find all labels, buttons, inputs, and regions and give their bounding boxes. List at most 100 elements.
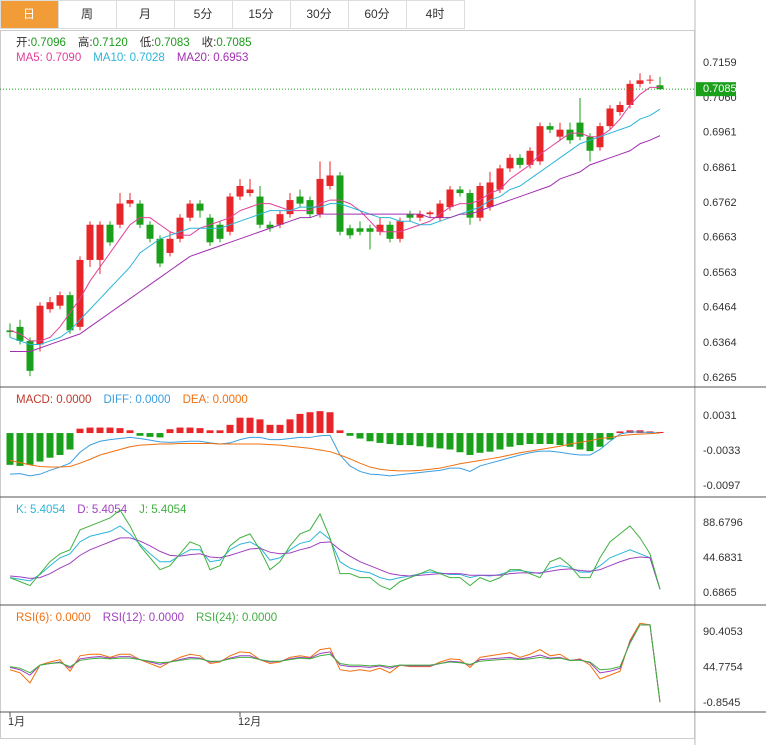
macd-bar xyxy=(436,433,444,449)
macd-bar xyxy=(216,430,224,434)
macd-bar xyxy=(206,430,214,434)
tab[interactable] xyxy=(348,0,407,29)
candle-body xyxy=(256,196,264,225)
macd-bar xyxy=(196,428,204,434)
macd-bar xyxy=(76,428,84,434)
macd-bar xyxy=(16,433,24,466)
candle-body xyxy=(266,224,274,229)
legend-text: MA10: 0.7028 xyxy=(93,52,165,64)
legend-text: 0.7083 xyxy=(154,37,189,49)
candle-body xyxy=(126,200,134,204)
macd-bar xyxy=(556,433,564,446)
candle-body xyxy=(136,203,144,225)
y-tick-label: 0.6663 xyxy=(703,232,737,244)
legend-text: 高: xyxy=(78,35,93,49)
tab[interactable] xyxy=(174,0,233,29)
macd-bar xyxy=(606,433,614,440)
candle-body xyxy=(76,259,84,327)
macd-bar xyxy=(616,431,624,434)
candle-body xyxy=(586,136,594,151)
indicator-line xyxy=(9,624,661,703)
candle-body xyxy=(516,157,524,165)
legend-text: 收: xyxy=(202,35,217,49)
candle-body xyxy=(406,214,414,218)
macd-bar xyxy=(416,433,424,447)
candle-body xyxy=(456,189,464,194)
legend-text: RSI(12): 0.0000 xyxy=(103,612,184,624)
macd-bar xyxy=(286,419,294,434)
candle-body xyxy=(46,302,54,310)
tab[interactable] xyxy=(0,0,59,29)
tab-label[interactable]: 4时 xyxy=(426,7,445,21)
candle-body xyxy=(246,189,254,194)
candle-body xyxy=(506,157,514,169)
macd-bar xyxy=(586,433,594,452)
macd-bar xyxy=(526,433,534,445)
tab-label[interactable]: 60分 xyxy=(364,7,389,21)
macd-bar xyxy=(356,433,364,439)
candle-body xyxy=(156,238,164,264)
legend-text: DEA: 0.0000 xyxy=(183,394,248,406)
macd-bar xyxy=(46,433,54,458)
candle-body xyxy=(296,196,304,204)
candle-body xyxy=(176,217,184,239)
macd-bar xyxy=(576,433,584,450)
candle-body xyxy=(626,83,634,106)
macd-bar xyxy=(446,433,454,450)
tab-label[interactable]: 月 xyxy=(139,7,151,21)
macd-bar xyxy=(276,424,284,434)
indicator-line xyxy=(9,432,661,472)
tab[interactable] xyxy=(116,0,175,29)
legend-text: MA20: 0.6953 xyxy=(177,52,249,64)
macd-bar xyxy=(466,433,474,455)
y-tick-label: 0.6364 xyxy=(703,337,737,349)
macd-bar xyxy=(656,431,664,434)
candle-body xyxy=(636,80,644,84)
y-tick-label: 0.7159 xyxy=(703,57,737,69)
y-tick-label: -0.0097 xyxy=(703,480,740,492)
candle-body xyxy=(396,221,404,239)
tab-label[interactable]: 5分 xyxy=(194,7,213,21)
candle-body xyxy=(526,150,534,165)
macd-bar xyxy=(306,412,314,434)
candle-body xyxy=(216,224,224,239)
candle-body xyxy=(226,196,234,232)
macd-bar xyxy=(6,433,14,465)
candle-body xyxy=(566,129,574,141)
macd-bar xyxy=(36,433,44,462)
macd-bar xyxy=(126,430,134,434)
macd-bar xyxy=(66,433,74,450)
y-tick-label: 0.6265 xyxy=(703,372,737,384)
macd-bar xyxy=(296,413,304,434)
y-tick-label: 44.7754 xyxy=(703,661,743,673)
tab-label[interactable]: 日 xyxy=(23,7,35,21)
tab[interactable] xyxy=(406,0,465,29)
tab[interactable] xyxy=(290,0,349,29)
macd-bar xyxy=(326,412,334,434)
macd-bar xyxy=(176,427,184,434)
indicator-line xyxy=(9,537,661,590)
candle-body xyxy=(426,212,434,215)
last-price-label: 0.7085 xyxy=(703,83,737,95)
macd-bar xyxy=(156,433,164,438)
candle-body xyxy=(436,203,444,218)
candle-body xyxy=(186,203,194,218)
indicator-line xyxy=(9,624,661,703)
tab-label[interactable]: 15分 xyxy=(248,7,273,21)
tab-label[interactable]: 30分 xyxy=(306,7,331,21)
candle-body xyxy=(616,105,624,113)
macd-bar xyxy=(26,433,34,465)
indicator-line xyxy=(9,622,661,703)
candle-body xyxy=(316,178,324,215)
macd-bar xyxy=(506,433,514,447)
candle-body xyxy=(536,126,544,162)
candle-body xyxy=(6,330,14,333)
tab-label[interactable]: 周 xyxy=(81,7,93,21)
macd-bar xyxy=(336,430,344,434)
macd-bar xyxy=(266,424,274,434)
legend-text: MACD: 0.0000 xyxy=(16,394,91,406)
indicator-line xyxy=(10,135,661,352)
y-tick-label: 0.6865 xyxy=(703,587,737,599)
macd-bar xyxy=(456,433,464,453)
